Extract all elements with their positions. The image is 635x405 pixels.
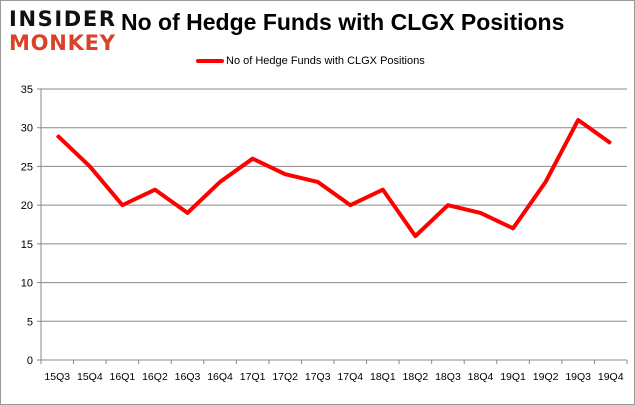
data-point (317, 181, 319, 183)
x-tick-label: 19Q4 (598, 371, 624, 383)
x-tick-label: 17Q4 (337, 371, 363, 383)
data-point (89, 165, 91, 167)
x-tick-label: 17Q1 (240, 371, 266, 383)
data-point (382, 189, 384, 191)
x-tick-label: 19Q3 (565, 371, 591, 383)
data-point (284, 173, 286, 175)
x-tick-label: 19Q2 (533, 371, 559, 383)
y-tick-label: 15 (21, 239, 33, 251)
y-tick-label: 0 (27, 355, 33, 367)
x-tick-label: 15Q3 (44, 371, 70, 383)
x-tick-label: 16Q1 (110, 371, 136, 383)
y-tick-label: 35 (21, 84, 33, 96)
y-tick-label: 10 (21, 278, 33, 290)
x-tick-label: 18Q2 (403, 371, 429, 383)
data-point (187, 212, 188, 214)
x-tick-label: 18Q1 (370, 371, 396, 383)
data-point (219, 181, 221, 183)
x-tick-label: 15Q4 (77, 371, 103, 383)
series-line (55, 117, 612, 239)
y-tick-label: 30 (21, 123, 33, 135)
data-point (121, 204, 123, 206)
logo-line2: MONKEY (9, 31, 116, 53)
insider-monkey-logo: INSIDER MONKEY (9, 7, 116, 53)
data-point (447, 204, 449, 206)
data-point (154, 189, 156, 191)
data-point (56, 134, 58, 136)
data-point (349, 204, 351, 206)
x-tick-label: 16Q4 (207, 371, 233, 383)
data-point (414, 235, 416, 237)
y-tick-label: 25 (21, 161, 33, 173)
x-tick-label: 18Q4 (468, 371, 494, 383)
y-tick-label: 20 (21, 200, 33, 212)
x-tick-label: 16Q2 (142, 371, 168, 383)
data-point (610, 142, 612, 144)
data-point (545, 181, 547, 183)
data-point (577, 119, 579, 121)
x-tick-label: 17Q2 (272, 371, 298, 383)
x-tick-label: 16Q3 (175, 371, 201, 383)
legend-swatch (196, 59, 224, 63)
x-tick-label: 19Q1 (500, 371, 526, 383)
y-tick-label: 5 (27, 316, 33, 328)
x-tick-label: 17Q3 (305, 371, 331, 383)
legend-label: No of Hedge Funds with CLGX Positions (226, 55, 425, 67)
x-tick-label: 18Q3 (435, 371, 461, 383)
data-point (512, 227, 514, 229)
chart-title: No of Hedge Funds with CLGX Positions (121, 9, 565, 35)
legend: No of Hedge Funds with CLGX Positions (196, 55, 425, 67)
data-point (252, 158, 254, 160)
data-point (480, 212, 481, 214)
